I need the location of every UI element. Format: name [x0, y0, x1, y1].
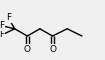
- Text: F: F: [0, 21, 5, 30]
- Text: F: F: [6, 14, 11, 22]
- Text: O: O: [49, 45, 56, 54]
- Text: F: F: [0, 30, 5, 39]
- Text: O: O: [24, 45, 31, 54]
